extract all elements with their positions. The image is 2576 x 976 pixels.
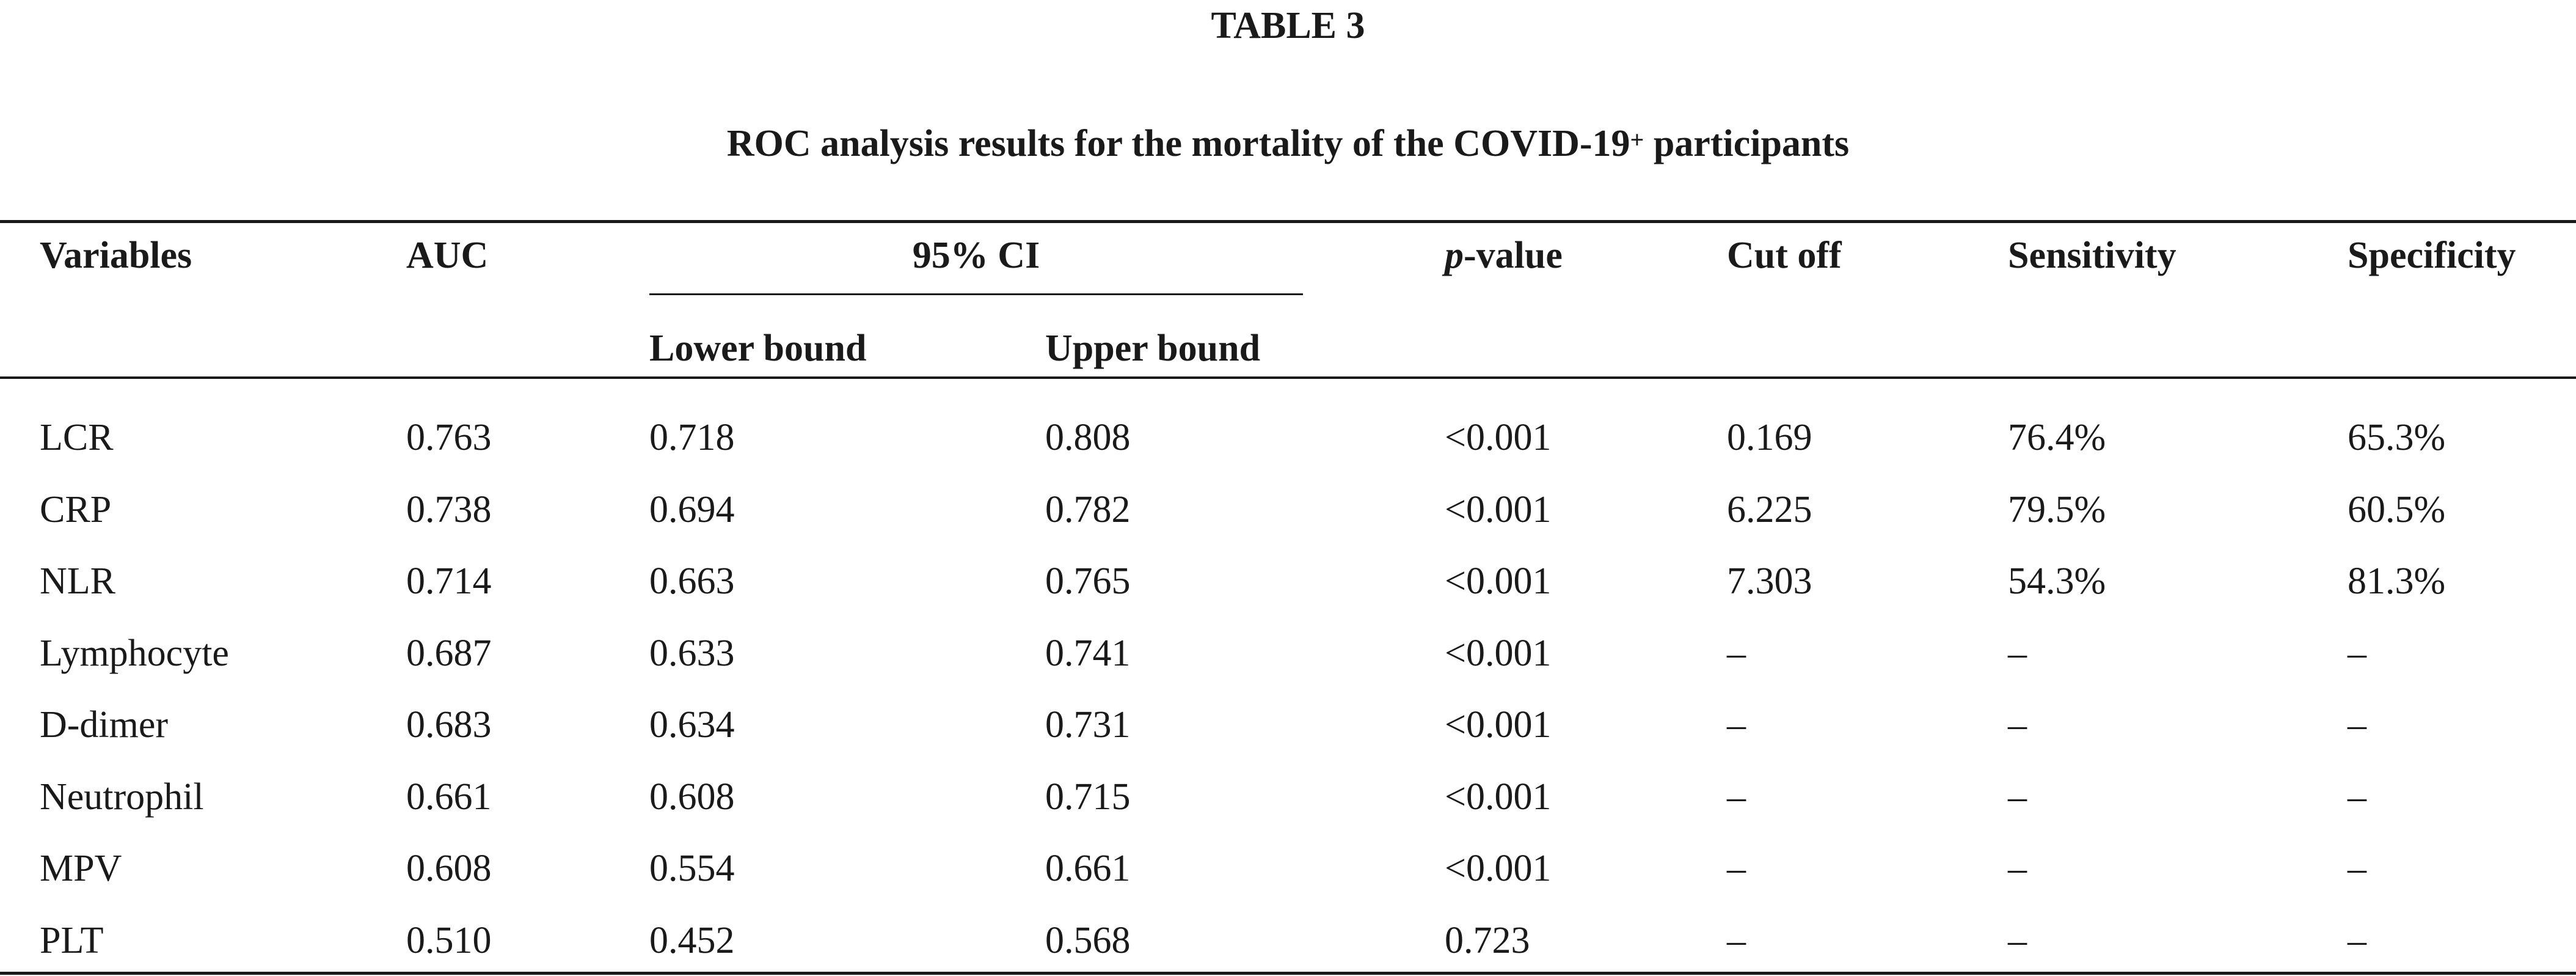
header-auc: AUC [406,235,489,276]
cell-upper: 0.661 [1045,848,1131,889]
cell-upper: 0.782 [1045,489,1131,530]
header-lower-bound: Lower bound [649,328,867,369]
cell-lower: 0.663 [649,560,735,602]
cell-cutoff: 7.303 [1727,560,1812,602]
cell-p: <0.001 [1445,848,1552,889]
header-cutoff: Cut off [1727,235,1842,276]
cell-cutoff: 0.169 [1727,417,1812,458]
cell-specificity: – [2348,920,2366,961]
cell-cutoff: 6.225 [1727,489,1812,530]
cell-sensitivity: 54.3% [2008,560,2106,602]
cell-specificity: 65.3% [2348,417,2446,458]
header-rule [0,376,2576,379]
cell-lower: 0.634 [649,704,735,746]
cell-auc: 0.608 [406,848,492,889]
cell-sensitivity: – [2008,776,2027,818]
table-caption: ROC analysis results for the mortality o… [0,116,2576,171]
table-label: TABLE 3 [1211,5,1365,46]
header-sensitivity: Sensitivity [2008,235,2176,276]
cell-specificity: 81.3% [2348,560,2446,602]
cell-cutoff: – [1727,633,1746,674]
cell-variable: PLT [40,920,104,961]
cell-upper: 0.715 [1045,776,1131,818]
cell-p: 0.723 [1445,920,1530,961]
cell-variable: D-dimer [40,704,169,746]
cell-p: <0.001 [1445,776,1552,818]
cell-specificity: – [2348,848,2366,889]
cell-auc: 0.687 [406,633,492,674]
ci-span-rule [649,293,1303,295]
cell-cutoff: – [1727,776,1746,818]
cell-variable: Lymphocyte [40,633,229,674]
cell-sensitivity: – [2008,704,2027,746]
cell-sensitivity: – [2008,848,2027,889]
caption-tail: participants [1644,123,1850,164]
cell-upper: 0.741 [1045,633,1131,674]
cell-auc: 0.683 [406,704,492,746]
cell-p: <0.001 [1445,560,1552,602]
cell-variable: MPV [40,848,122,889]
cell-cutoff: – [1727,920,1746,961]
cell-p: <0.001 [1445,489,1552,530]
cell-p: <0.001 [1445,633,1552,674]
caption-text: ROC analysis results for the mortality o… [726,123,1630,164]
cell-specificity: – [2348,704,2366,746]
cell-lower: 0.633 [649,633,735,674]
cell-auc: 0.510 [406,920,492,961]
header-specificity: Specificity [2348,235,2516,276]
cell-upper: 0.568 [1045,920,1131,961]
cell-lower: 0.452 [649,920,735,961]
cell-auc: 0.714 [406,560,492,602]
caption-superscript: + [1630,126,1644,153]
cell-upper: 0.765 [1045,560,1131,602]
cell-auc: 0.661 [406,776,492,818]
cell-cutoff: – [1727,848,1746,889]
header-p-value: p-value [1445,231,1563,280]
top-rule [0,220,2576,223]
cell-p: <0.001 [1445,417,1552,458]
cell-cutoff: – [1727,704,1746,746]
cell-sensitivity: 79.5% [2008,489,2106,530]
cell-variable: NLR [40,560,115,602]
cell-auc: 0.738 [406,489,492,530]
cell-variable: Neutrophil [40,776,204,818]
header-upper-bound: Upper bound [1045,328,1261,369]
header-variables: Variables [40,235,192,276]
cell-lower: 0.694 [649,489,735,530]
bottom-rule [0,972,2576,975]
cell-specificity: 60.5% [2348,489,2446,530]
cell-sensitivity: 76.4% [2008,417,2106,458]
cell-specificity: – [2348,776,2366,818]
cell-sensitivity: – [2008,920,2027,961]
cell-upper: 0.731 [1045,704,1131,746]
cell-variable: CRP [40,489,112,530]
cell-lower: 0.718 [649,417,735,458]
header-p-rest: -value [1464,235,1563,276]
cell-lower: 0.608 [649,776,735,818]
cell-specificity: – [2348,633,2366,674]
header-95ci: 95% CI [912,235,1040,276]
header-p-italic: p [1445,235,1464,276]
cell-auc: 0.763 [406,417,492,458]
cell-sensitivity: – [2008,633,2027,674]
cell-p: <0.001 [1445,704,1552,746]
cell-upper: 0.808 [1045,417,1131,458]
cell-lower: 0.554 [649,848,735,889]
cell-variable: LCR [40,417,114,458]
